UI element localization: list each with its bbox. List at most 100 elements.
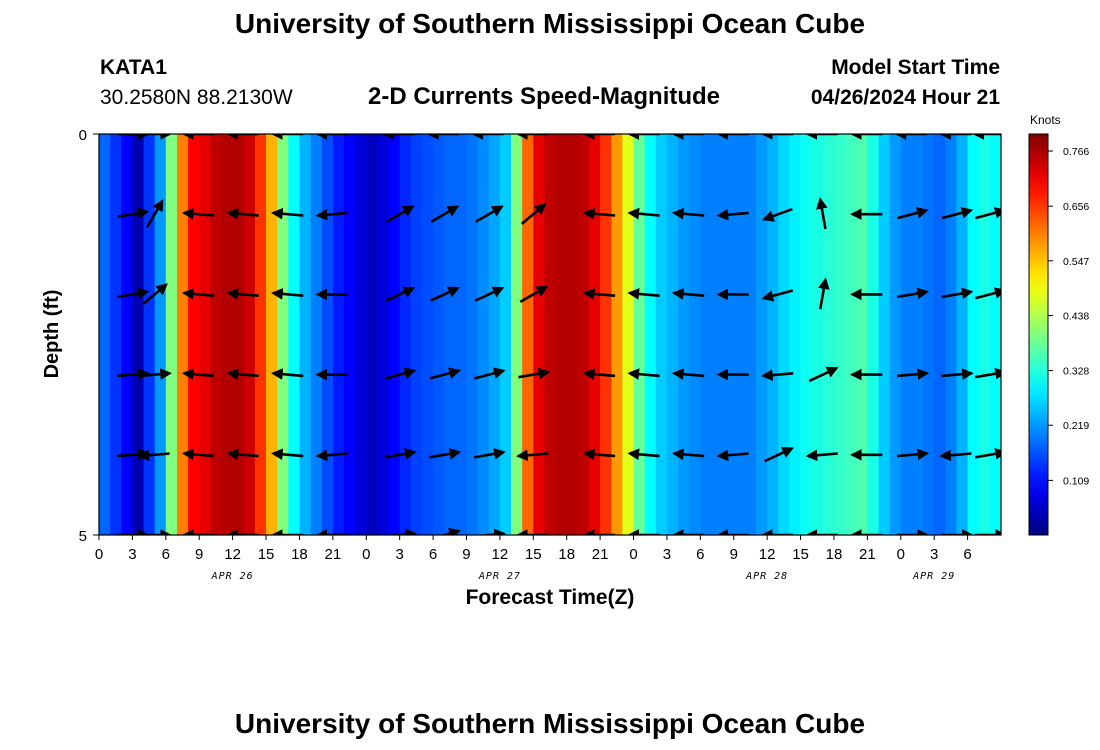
day-label: APR 27: [478, 571, 521, 582]
heatmap-cell: [310, 134, 323, 535]
current-vector-arrow: [805, 449, 838, 462]
heatmap-cell: [867, 134, 880, 535]
heatmap-cell: [822, 134, 835, 535]
current-vector-arrow: [137, 449, 170, 462]
heatmap-cell: [711, 134, 724, 535]
heatmap-cell: [644, 134, 657, 535]
current-vector-arrow: [941, 287, 974, 300]
heatmap-cell: [132, 134, 145, 535]
colorbar: Knots 0.766 0.656 0.547 0.438 0.328 0.219 0.10…: [1028, 113, 1089, 536]
current-vector-arrow: [818, 277, 830, 310]
current-vector-arrow: [146, 199, 164, 228]
current-vector-arrow: [315, 449, 348, 462]
day-label: APR 26: [211, 571, 254, 582]
heatmap-cell: [900, 134, 913, 535]
current-vector-arrow: [439, 527, 461, 535]
heatmap-cell: [878, 134, 891, 535]
heatmap-cell: [188, 134, 201, 535]
heatmap-cell: [566, 134, 579, 535]
y-axis-label: Depth (ft): [41, 290, 63, 379]
footer-title: University of Southern Mississippi Ocean…: [234, 708, 866, 739]
heatmap-cell: [121, 134, 134, 535]
current-vector-arrow: [429, 448, 462, 460]
current-vector-arrow: [226, 448, 259, 461]
heatmap-cell: [232, 134, 245, 535]
heatmap-cell: [210, 134, 223, 535]
x-tick-label: 3: [930, 546, 938, 563]
heatmap-cell: [343, 134, 356, 535]
heatmap-cell: [477, 134, 490, 535]
current-vector-arrow: [473, 528, 507, 535]
current-vector-arrow: [764, 447, 794, 463]
colorbar-tick-label: 0.328: [1063, 366, 1089, 378]
heatmap-cell: [789, 134, 802, 535]
day-label: APR 29: [912, 571, 955, 582]
station-coordinates: 30.2580N 88.2130W: [100, 86, 293, 109]
y-tick-label: 5: [79, 528, 87, 545]
current-vector-arrow: [181, 207, 215, 220]
x-tick-label: 21: [325, 546, 342, 563]
current-vector-arrow: [582, 368, 616, 380]
heatmap-cell: [533, 134, 546, 535]
current-vector-arrow: [430, 286, 460, 302]
heatmap-cell: [622, 134, 635, 535]
x-tick-label: 3: [128, 546, 136, 563]
heatmap-cell: [555, 134, 568, 535]
x-tick-label: 6: [696, 546, 704, 563]
current-vector-arrow: [582, 288, 616, 300]
current-vector-arrow: [941, 368, 974, 380]
heatmap-cell: [923, 134, 935, 535]
current-vector-arrow: [315, 208, 348, 221]
current-vector-arrow: [761, 369, 794, 381]
x-tick-label: 3: [395, 546, 403, 563]
heatmap-cell: [199, 134, 212, 535]
heatmap-cell: [332, 134, 345, 535]
heatmap-cell: [689, 134, 702, 535]
colorbar-tick-label: 0.656: [1063, 201, 1089, 213]
heatmap-cell: [266, 134, 278, 535]
current-vector-arrow: [974, 448, 1001, 460]
x-tick-label: 3: [663, 546, 671, 563]
current-vector-arrow: [117, 207, 150, 219]
current-vector-arrow: [117, 368, 150, 380]
current-vector-arrow: [385, 286, 416, 302]
x-tick-label: 6: [162, 546, 170, 563]
current-vector-arrow: [386, 205, 415, 223]
heatmap-cell: [666, 134, 679, 535]
x-tick-label: 9: [730, 546, 738, 563]
heatmap-cell: [588, 134, 601, 535]
colorbar-label: Knots: [1030, 113, 1061, 127]
heatmap-cell: [522, 134, 535, 535]
current-vector-arrow: [384, 528, 417, 535]
heatmap-cell: [744, 134, 757, 535]
heatmap-cell: [444, 134, 457, 535]
x-tick-label: 15: [258, 546, 275, 563]
heatmap-cell: [499, 134, 512, 535]
colorbar-tick-label: 0.766: [1063, 146, 1089, 158]
current-vector-arrow: [271, 448, 304, 461]
current-vector-arrow: [226, 288, 259, 300]
current-vector-arrow: [671, 288, 705, 300]
current-vector-arrow: [271, 368, 304, 380]
current-vector-arrow: [473, 448, 506, 460]
heatmap-cell: [165, 134, 178, 535]
heatmap-cell: [956, 134, 969, 535]
heatmap-cell: [633, 134, 646, 535]
current-vector-arrow: [627, 448, 660, 461]
x-tick-label: 18: [826, 546, 843, 563]
y-tick-label: 0: [79, 127, 87, 144]
heatmap-cell: [399, 134, 412, 535]
heatmap-cell: [544, 134, 557, 535]
heatmap-cell: [299, 134, 312, 535]
heatmap-cell: [288, 134, 301, 535]
colorbar-tick-label: 0.219: [1063, 420, 1089, 432]
heatmap-cell: [611, 134, 624, 535]
current-vector-arrow: [761, 289, 794, 302]
heatmap-cell: [700, 134, 713, 535]
heatmap-cell: [455, 134, 468, 535]
heatmap-cell: [388, 134, 401, 535]
current-vector-arrow: [226, 368, 259, 380]
heatmap-cell: [421, 134, 434, 535]
speed-heatmap: [99, 134, 1001, 535]
current-vector-arrow: [761, 207, 793, 222]
